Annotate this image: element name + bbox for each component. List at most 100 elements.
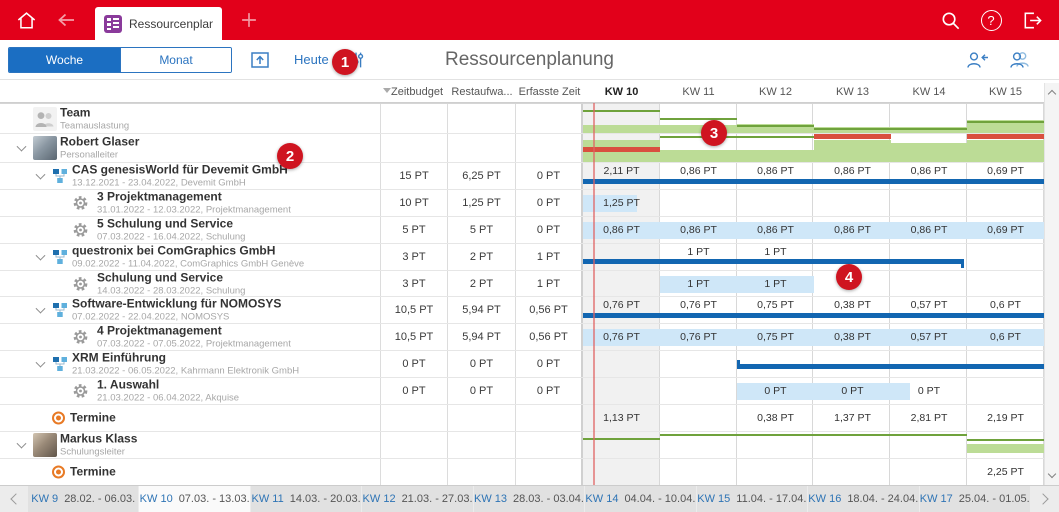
effort-value: 0,76 PT — [680, 331, 717, 343]
effort-value: 0,57 PT — [910, 331, 948, 343]
search-icon[interactable] — [937, 7, 963, 33]
resource-row[interactable]: 4 Projektmanagement 07.03.2022 - 07.05.20… — [0, 324, 1044, 351]
resource-row[interactable]: 1. Auswahl 21.03.2022 - 06.04.2022, Akqui… — [0, 378, 1044, 405]
back-arrow-icon[interactable] — [53, 7, 79, 33]
month-view-button[interactable]: Monat — [120, 47, 231, 72]
planned-effort-bar — [737, 383, 910, 400]
week-chip[interactable]: KW 17 25.04. - 01.05. — [919, 486, 1030, 512]
sort-icon[interactable] — [383, 88, 391, 93]
col-week-1[interactable]: KW 10 — [604, 85, 639, 98]
prev-weeks-button[interactable] — [0, 486, 28, 512]
chevron-down-icon[interactable] — [35, 357, 46, 368]
chevron-down-icon[interactable] — [16, 141, 27, 152]
effort-value: 0,69 PT — [987, 165, 1024, 177]
project-duration-bar[interactable] — [583, 179, 1044, 184]
resource-row[interactable]: Team Teamauslastung — [0, 104, 1044, 134]
week-chip[interactable]: KW 16 18.04. - 24.04. — [808, 486, 919, 512]
week-view-button[interactable]: Woche — [9, 47, 120, 72]
planned-effort-bar — [583, 195, 637, 212]
new-tab-icon[interactable] — [236, 7, 262, 33]
resource-row[interactable]: CAS genesisWorld für Devemit GmbH 13.12.2… — [0, 163, 1044, 190]
week-chip[interactable]: KW 15 11.04. - 17.04. — [696, 486, 808, 512]
resource-row[interactable]: 3 Projektmanagement 31.01.2022 - 12.03.20… — [0, 190, 1044, 217]
zeitbudget-cell — [381, 104, 448, 133]
erfasste-zeit-cell: 0,56 PT — [516, 297, 583, 323]
capacity-fill — [660, 150, 737, 162]
timeline-cell: 1,25 PT — [583, 190, 1044, 216]
capacity-fill — [891, 143, 967, 162]
col-week-4[interactable]: KW 13 — [835, 85, 869, 98]
week-chip[interactable]: KW 9 28.02. - 06.03. — [28, 486, 139, 512]
assign-user-icon[interactable] — [964, 48, 990, 72]
tree-cell: Team Teamauslastung — [0, 104, 381, 133]
scroll-up-icon[interactable] — [1047, 89, 1057, 99]
project-duration-bar[interactable] — [737, 360, 1044, 369]
row-title: 5 Schulung und Service — [97, 217, 234, 231]
week-chip[interactable]: KW 11 14.03. - 20.03. — [250, 486, 362, 512]
home-icon[interactable] — [13, 7, 39, 33]
resource-row[interactable]: XRM Einführung 21.03.2022 - 06.05.2022, K… — [0, 351, 1044, 378]
tree-cell: XRM Einführung 21.03.2022 - 06.05.2022, K… — [0, 351, 381, 377]
timeline-week-column — [660, 134, 737, 162]
erfasste-zeit-cell: 0 PT — [516, 351, 583, 377]
resource-row[interactable]: Termine 2,25 PT — [0, 459, 1044, 486]
erfasste-zeit-cell: 1 PT — [516, 244, 583, 270]
resource-row[interactable]: 5 Schulung und Service 07.03.2022 - 16.04… — [0, 217, 1044, 244]
timeline-week-column — [737, 405, 814, 431]
timeline-week-column — [967, 378, 1044, 404]
project-duration-bar[interactable] — [583, 313, 1044, 318]
week-chip[interactable]: KW 13 28.03. - 03.04. — [473, 486, 585, 512]
next-weeks-button[interactable] — [1031, 486, 1059, 512]
chevron-down-icon[interactable] — [16, 438, 27, 449]
chevron-down-icon[interactable] — [35, 169, 46, 180]
timeline-cell: 2,25 PT — [583, 459, 1044, 485]
vertical-scrollbar[interactable] — [1044, 83, 1059, 485]
timeline-week-column — [890, 432, 968, 458]
col-week-5[interactable]: KW 14 — [912, 85, 946, 98]
erfasste-zeit-cell — [516, 134, 583, 162]
tab-ressourcenplanung[interactable]: Ressourcenplanu... — [95, 7, 222, 40]
week-chip[interactable]: KW 14 04.04. - 10.04. — [585, 486, 696, 512]
row-label: CAS genesisWorld für Devemit GmbH 13.12.2… — [72, 163, 288, 189]
export-window-icon[interactable] — [248, 48, 272, 72]
col-erfasste-zeit[interactable]: Erfasste Zeit — [518, 85, 581, 98]
resource-row[interactable]: Schulung und Service 14.03.2022 - 28.03.2… — [0, 271, 1044, 297]
logout-icon[interactable] — [1019, 7, 1045, 33]
today-button[interactable]: Heute — [294, 52, 329, 67]
timeline-week-column — [890, 297, 968, 323]
col-week-3[interactable]: KW 12 — [758, 85, 792, 98]
gear-icon — [72, 275, 89, 292]
timeline-week-column — [813, 432, 891, 458]
project-duration-bar[interactable] — [583, 259, 964, 268]
restaufwand-cell — [448, 134, 516, 162]
resource-row[interactable]: Termine 1,13 PT 0,38 PT 1,37 PT 2,81 PT 2,19 … — [0, 405, 1044, 432]
effort-value: 0,86 PT — [680, 224, 717, 236]
col-restaufwand[interactable]: Restaufwa... — [451, 85, 513, 98]
help-icon[interactable]: ? — [978, 7, 1004, 33]
gear-icon — [72, 329, 89, 346]
timeline-week-column — [813, 297, 891, 323]
week-chip[interactable]: KW 12 21.03. - 27.03. — [362, 486, 473, 512]
col-zeitbudget[interactable]: Zeitbudget — [391, 85, 443, 98]
resource-row[interactable]: Software-Entwicklung für NOMOSYS 07.02.20… — [0, 297, 1044, 324]
effort-value: 0,6 PT — [990, 331, 1021, 343]
restaufwand-cell: 6,25 PT — [448, 163, 516, 189]
week-chip[interactable]: KW 10 07.03. - 13.03. — [139, 486, 250, 512]
resource-row[interactable]: questronix bei ComGraphics GmbH 09.02.202… — [0, 244, 1044, 271]
chevron-down-icon[interactable] — [35, 303, 46, 314]
col-week-6[interactable]: KW 15 — [988, 85, 1022, 98]
resource-row[interactable]: Markus Klass Schulungsleiter — [0, 432, 1044, 459]
row-subtitle: 07.03.2022 - 07.05.2022, Projektmanageme… — [97, 338, 291, 350]
zeitbudget-cell — [381, 459, 448, 485]
chevron-down-icon[interactable] — [35, 250, 46, 261]
timeline-week-column — [890, 378, 968, 404]
col-week-2[interactable]: KW 11 — [682, 85, 715, 98]
zeitbudget-cell — [381, 134, 448, 162]
users-icon[interactable] — [1007, 48, 1033, 72]
timeline-week-column — [890, 190, 968, 216]
timeline-cell — [583, 432, 1044, 458]
scroll-down-icon[interactable] — [1047, 469, 1057, 479]
resource-row[interactable]: Robert Glaser Personalleiter — [0, 134, 1044, 163]
timeline-week-column — [813, 271, 891, 296]
erfasste-zeit-cell — [516, 432, 583, 458]
